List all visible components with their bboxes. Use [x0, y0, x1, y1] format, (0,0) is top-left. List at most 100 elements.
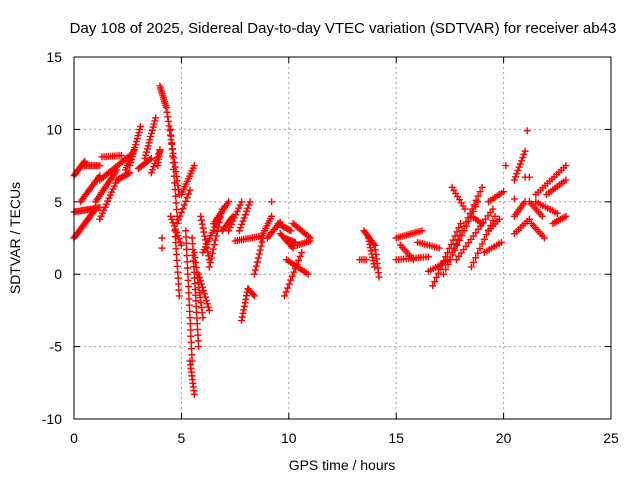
- data-point: [476, 245, 484, 253]
- data-point: [472, 254, 480, 262]
- data-point: [236, 201, 244, 209]
- data-point: [235, 227, 243, 235]
- data-point: [149, 166, 157, 174]
- data-point: [365, 237, 373, 245]
- data-point: [453, 228, 461, 236]
- data-point: [467, 263, 475, 271]
- x-axis-label: GPS time / hours: [289, 457, 396, 473]
- data-point: [510, 176, 518, 184]
- data-point: [198, 220, 206, 228]
- data-point: [238, 198, 246, 206]
- data-point: [370, 240, 378, 248]
- data-point: [147, 169, 155, 177]
- data-point: [150, 163, 158, 171]
- data-point: [173, 206, 181, 214]
- data-point: [470, 258, 478, 266]
- y-tick-label: 15: [46, 49, 62, 65]
- data-point: [364, 234, 372, 242]
- data-point: [203, 300, 211, 308]
- axis-ticks: 0 5 10 15 20 25 -10 -5 0 5 10 15: [42, 49, 619, 446]
- data-point: [186, 186, 194, 194]
- data-point: [375, 273, 383, 281]
- data-point: [169, 159, 177, 167]
- data-point: [369, 257, 377, 265]
- data-point: [204, 303, 212, 311]
- data-point: [249, 290, 257, 298]
- data-point: [172, 199, 180, 207]
- data-point: [228, 220, 236, 228]
- data-point: [233, 207, 241, 215]
- data-point: [147, 133, 155, 141]
- data-point: [435, 244, 443, 252]
- data-point: [198, 283, 206, 291]
- data-point: [210, 241, 218, 249]
- data-point: [438, 261, 446, 269]
- data-point: [174, 280, 182, 288]
- data-point: [290, 268, 298, 276]
- y-tick-label: 10: [46, 121, 62, 137]
- data-point: [468, 205, 476, 213]
- data-point: [296, 252, 304, 260]
- data-point: [197, 277, 205, 285]
- data-point: [525, 215, 533, 223]
- data-point: [126, 169, 134, 177]
- data-point: [476, 188, 484, 196]
- data-point: [452, 240, 460, 248]
- data-point: [174, 274, 182, 282]
- data-point: [173, 262, 181, 270]
- data-point: [158, 234, 166, 242]
- data-point: [177, 208, 185, 216]
- data-point: [287, 227, 295, 235]
- data-point: [462, 218, 470, 226]
- data-point: [478, 240, 486, 248]
- data-point: [187, 332, 195, 340]
- data-point: [239, 217, 247, 225]
- data-point: [183, 245, 191, 253]
- data-point: [482, 231, 490, 239]
- data-point: [502, 162, 510, 170]
- data-point: [434, 269, 442, 277]
- plot-frame: [73, 56, 612, 420]
- data-point: [172, 245, 180, 253]
- data-point: [117, 151, 125, 159]
- data-point: [250, 270, 258, 278]
- data-point: [175, 216, 183, 224]
- data-point: [460, 222, 468, 230]
- data-point: [167, 125, 175, 133]
- data-point: [562, 212, 570, 220]
- data-point: [182, 227, 190, 235]
- data-point: [520, 150, 528, 158]
- data-point: [173, 256, 181, 264]
- data-point: [514, 166, 522, 174]
- data-point: [173, 250, 181, 258]
- data-point: [196, 273, 204, 281]
- data-point: [518, 157, 525, 165]
- data-point: [183, 258, 191, 266]
- data-point: [442, 253, 450, 261]
- data-point: [225, 227, 233, 235]
- data-point: [167, 132, 175, 140]
- data-point: [298, 248, 306, 256]
- data-point: [184, 276, 192, 284]
- data-point: [250, 292, 258, 300]
- data-point: [171, 179, 179, 187]
- data-point: [199, 314, 207, 322]
- data-point: [458, 227, 466, 235]
- data-point: [237, 224, 245, 232]
- data-point: [177, 241, 185, 249]
- data-point: [553, 209, 561, 217]
- data-point: [143, 145, 151, 153]
- data-point: [158, 244, 166, 252]
- data-point: [184, 270, 192, 278]
- data-point: [184, 264, 192, 272]
- data-point: [96, 162, 104, 170]
- y-tick-label: -5: [50, 339, 63, 355]
- data-point: [229, 217, 237, 225]
- x-tick-label: 20: [496, 430, 512, 446]
- data-point: [251, 266, 259, 274]
- data-point: [287, 276, 295, 284]
- data-point: [175, 292, 183, 300]
- data-point: [238, 313, 246, 321]
- data-point: [182, 233, 190, 241]
- data-point: [182, 239, 190, 247]
